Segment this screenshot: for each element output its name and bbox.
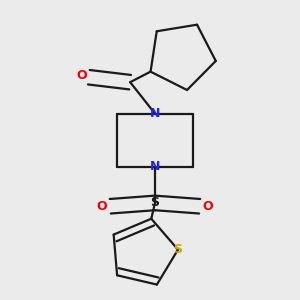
- Text: N: N: [150, 107, 160, 120]
- Text: O: O: [76, 69, 87, 82]
- Text: S: S: [173, 243, 182, 256]
- Text: N: N: [150, 160, 160, 173]
- Text: S: S: [151, 196, 160, 209]
- Text: O: O: [97, 200, 107, 213]
- Text: O: O: [202, 200, 213, 213]
